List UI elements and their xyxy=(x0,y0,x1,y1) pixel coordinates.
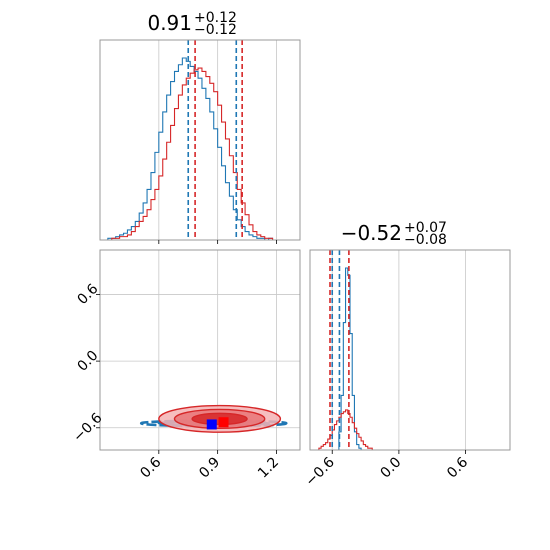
panel-bottom-left-xtick-label: 0.6 xyxy=(137,454,164,481)
panel-bottom-right-title-plus: +0.07 xyxy=(404,220,447,236)
panel-bottom-left-xtick-label: 1.2 xyxy=(255,454,282,481)
panel-bottom-left-contours xyxy=(139,404,288,433)
panel-bottom-right-title-value: −0.52 xyxy=(341,221,402,245)
panel-bottom-left-marker-0 xyxy=(206,419,217,430)
panel-bottom-right-frame xyxy=(309,249,511,451)
panel-top-left-title-plus: +0.12 xyxy=(194,10,237,26)
panel-bottom-right-xtick-label: 0.6 xyxy=(444,454,471,481)
panel-top-left-title-value: 0.91 xyxy=(147,11,192,35)
panel-bottom-left-ytick-label: 0.0 xyxy=(74,348,101,375)
panel-top-left-series-1 xyxy=(100,67,300,241)
panel-bottom-right-title-minus: −0.08 xyxy=(404,232,447,248)
panel-bottom-left-xtick-label: 0.9 xyxy=(196,454,223,481)
panel-bottom-left-marker-1 xyxy=(218,417,229,428)
panel-top-left-title-minus: −0.12 xyxy=(194,22,237,38)
panel-top-left-series-0 xyxy=(100,57,300,241)
panel-bottom-left-frame xyxy=(99,249,301,451)
panel-bottom-right-xtick-label: 0.0 xyxy=(377,454,404,481)
panel-bottom-left-ytick-label: 0.6 xyxy=(74,281,101,308)
panel-top-left-frame xyxy=(99,39,301,241)
panel-bottom-right-xtick-label: −0.6 xyxy=(303,454,338,489)
